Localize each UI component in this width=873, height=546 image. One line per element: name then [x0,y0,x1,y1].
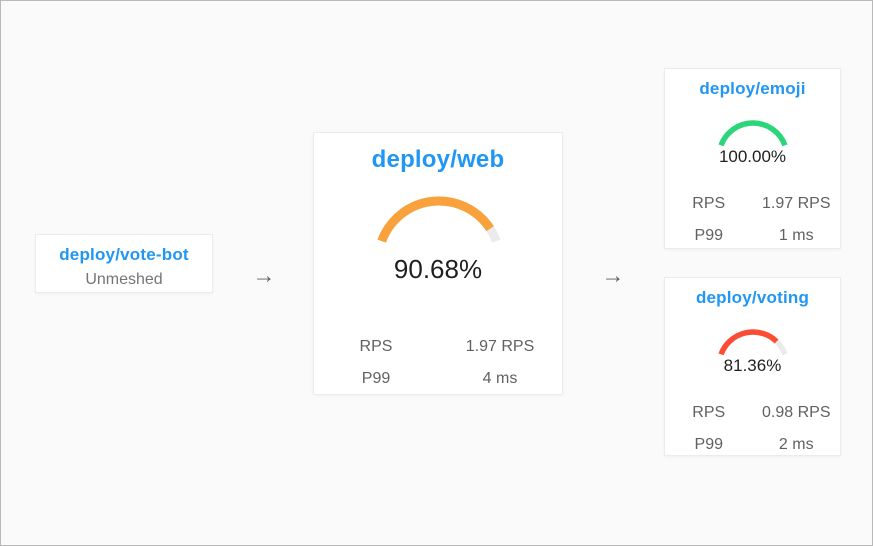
metric-value-rps: 1.97 RPS [465,338,535,355]
node-card-web: deploy/web 90.68% RPS 1.97 RPS P99 4 ms [313,132,563,395]
success-rate-value: 90.68% [393,254,483,284]
node-link-emoji[interactable]: deploy/emoji [699,79,806,98]
metric-row-rps: RPS 1.97 RPS [314,331,562,363]
metric-label-p99: P99 [361,370,391,387]
metric-label-rps: RPS [692,195,726,212]
metrics-table: RPS 1.97 RPS P99 1 ms [665,188,840,252]
metric-row-p99: P99 1 ms [665,220,840,252]
metric-label-rps: RPS [692,404,726,421]
node-link-vote-bot[interactable]: deploy/vote-bot [59,245,189,264]
metric-row-p99: P99 4 ms [314,363,562,395]
node-link-web[interactable]: deploy/web [371,146,505,173]
edge-arrow-icon: → [252,262,276,288]
metric-value-rps: 1.97 RPS [762,195,831,212]
metric-row-rps: RPS 1.97 RPS [665,188,840,220]
success-rate-gauge [718,120,788,147]
node-card-emoji: deploy/emoji 100.00% RPS 1.97 RPS P99 1 … [664,68,841,249]
node-link-voting[interactable]: deploy/voting [695,288,810,307]
metric-label-rps: RPS [359,338,393,355]
metric-row-p99: P99 2 ms [665,429,840,461]
node-card-vote-bot: deploy/vote-bot Unmeshed [35,234,213,293]
unmeshed-status-label: Unmeshed [85,271,163,288]
metric-row-rps: RPS 0.98 RPS [665,397,840,429]
metrics-table: RPS 0.98 RPS P99 2 ms [665,397,840,461]
metrics-table: RPS 1.97 RPS P99 4 ms [314,331,562,395]
success-rate-value: 100.00% [718,147,787,166]
success-rate-gauge [377,196,501,243]
edge-arrow-icon: → [601,262,625,288]
success-rate-value: 81.36% [723,356,782,375]
metric-value-p99: 4 ms [482,370,518,387]
metric-label-p99: P99 [694,227,723,244]
metric-value-p99: 1 ms [778,227,814,244]
metric-value-p99: 2 ms [778,436,814,453]
success-rate-gauge [718,329,788,356]
metric-value-rps: 0.98 RPS [762,404,831,421]
node-card-voting: deploy/voting 81.36% RPS 0.98 RPS P99 2 … [664,277,841,456]
metric-label-p99: P99 [694,436,723,453]
